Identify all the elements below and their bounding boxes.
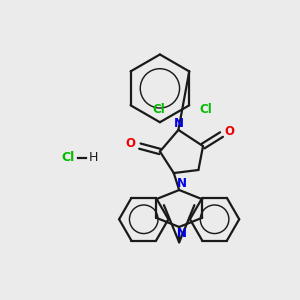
Text: Cl: Cl <box>200 103 213 116</box>
Text: N: N <box>177 177 187 190</box>
Text: N: N <box>173 117 183 130</box>
Text: H: H <box>89 151 98 164</box>
Text: Cl: Cl <box>61 151 74 164</box>
Text: O: O <box>126 137 136 150</box>
Text: N: N <box>177 227 187 240</box>
Text: O: O <box>224 125 234 138</box>
Text: Cl: Cl <box>152 103 165 116</box>
